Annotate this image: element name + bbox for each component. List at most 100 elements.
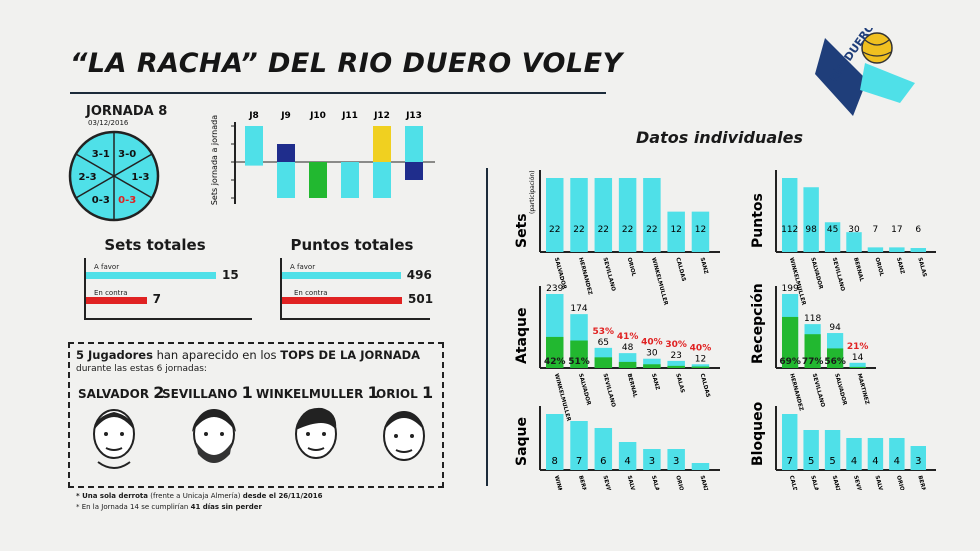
sets-contra-bar — [86, 297, 147, 304]
bar — [824, 430, 841, 470]
bar-value: 4 — [872, 456, 878, 467]
results-pie: 3-0 1-3 0-3 0-3 2-3 3-1 — [68, 130, 160, 222]
footnote-1: * Una sola derrota (frente a Unicaja Alm… — [76, 492, 323, 500]
bar-value: 8 — [552, 456, 558, 467]
player-portrait — [383, 411, 425, 461]
bar-value: 5 — [808, 456, 814, 467]
bar-value: 4 — [624, 456, 630, 467]
individual-charts: Sets(participación) 22 SALVADOR 22 HERNANDEZ… — [514, 170, 936, 490]
bar-value: 12 — [670, 225, 681, 235]
puntos-contra-value: 501 — [408, 292, 434, 306]
top-player-name: SALVADOR 2 — [78, 383, 165, 402]
bar — [846, 232, 862, 252]
puntos-totales-axis-y — [280, 258, 282, 320]
bar — [910, 248, 926, 252]
top-player-name: SEVILLANO 1 — [162, 383, 253, 402]
tops-heading-tops: TOPS DE LA JORNADA — [280, 348, 421, 362]
bar-percentage: 53% — [593, 327, 615, 337]
bar-value: 65 — [598, 338, 609, 348]
bar-value: 30 — [848, 225, 860, 235]
bar-value: 118 — [804, 314, 821, 324]
puntos-totales-axis-x — [280, 318, 430, 320]
bar-value: 94 — [829, 323, 841, 333]
mini-bar — [277, 162, 295, 198]
bar-value: 4 — [851, 456, 857, 467]
bar-efficiency — [804, 334, 821, 368]
bar — [594, 178, 613, 252]
bar-category-label: SANZ — [699, 257, 709, 275]
bar — [691, 463, 710, 470]
bar — [594, 428, 613, 470]
bar-category-label: ORIOL — [674, 475, 685, 490]
mini-bar — [245, 126, 263, 162]
bar-category-label: SANZ — [895, 257, 905, 275]
bar-category-label: ORIOL — [873, 257, 884, 278]
bar-percentage: 40% — [641, 338, 663, 348]
puntos-contra-label: En contra — [294, 289, 328, 297]
individual-panel: Ataque23942%WINKELMULLER17451%SALVADOR65… — [514, 284, 720, 423]
sets-contra-label: En contra — [94, 289, 128, 297]
bar-value: 199 — [782, 284, 799, 294]
sets-favor-bar — [86, 272, 216, 279]
mini-bar — [341, 162, 359, 198]
bar-efficiency — [849, 366, 866, 368]
individual-panel: Puntos 112WINKELMULLER98SALVADOR45SEVILLA… — [750, 170, 936, 307]
bar-category-label: SALVADOR — [809, 257, 823, 291]
bar-efficiency — [618, 361, 637, 368]
bar-category-label: CALDAS — [674, 257, 686, 282]
bar-efficiency — [691, 366, 710, 368]
puntos-favor-bar — [282, 272, 401, 279]
pie-slice-label: 0-3 — [92, 195, 110, 206]
bar-category-label: SEVILLANO — [852, 475, 867, 490]
bar-value: 6 — [915, 225, 921, 235]
tops-heading-middle: han aparecido en los — [152, 348, 281, 362]
bar-percentage: 40% — [690, 343, 712, 353]
panel-title: Puntos — [750, 193, 766, 248]
bar-value: 112 — [781, 225, 798, 235]
pie-slice-label: 3-0 — [118, 149, 136, 160]
mini-category-label: J12 — [373, 111, 390, 121]
bar — [803, 187, 819, 252]
tops-heading-count: 5 Jugadores — [76, 348, 153, 362]
player-portrait — [192, 409, 236, 463]
bar-value: 7 — [787, 456, 793, 467]
bar — [546, 178, 564, 252]
panel-title: Saque — [514, 417, 530, 466]
bar-category-label: BERNAL — [852, 257, 864, 283]
sets-favor-value: 15 — [222, 268, 239, 282]
bar-percentage: 41% — [617, 332, 639, 342]
bar-value: 22 — [646, 225, 657, 235]
bar-category-label: SALAS — [674, 373, 685, 394]
bar-category-label: ORIOL — [895, 475, 906, 490]
bar — [867, 438, 884, 470]
tops-box — [68, 342, 444, 488]
puntos-favor-label: A favor — [290, 263, 316, 271]
pie-divider — [75, 153, 115, 177]
puntos-favor-value: 496 — [406, 268, 432, 282]
bar — [803, 430, 819, 470]
bar-value: 12 — [695, 225, 706, 235]
bar-category-label: SALVADOR — [577, 373, 591, 407]
sets-totales-axis-y — [84, 258, 86, 320]
bar — [643, 358, 661, 368]
bar-category-label: SALVADOR — [833, 373, 847, 407]
bar — [691, 364, 710, 368]
bar-efficiency — [570, 340, 588, 368]
individual-panel: Sets(participación)22SALVADOR22HERNANDEZ… — [514, 170, 720, 307]
bar-category-label: BERNAL — [626, 373, 638, 399]
bar — [667, 449, 685, 470]
bar-category-label: SEVILLANO — [601, 475, 616, 490]
player-portrait — [93, 409, 135, 469]
bar-category-label: SANZ — [650, 373, 660, 391]
bar-category-label: WINKELMULLER — [650, 257, 669, 307]
jornada-date: 03/12/2016 — [88, 119, 129, 127]
bar-category-label: BERNAL — [916, 475, 928, 490]
panel-title: Sets — [514, 213, 530, 248]
bar — [867, 247, 884, 252]
mini-bar — [405, 162, 423, 180]
bar-percentage: 42% — [544, 357, 566, 367]
title-underline — [70, 92, 606, 94]
bar — [910, 446, 926, 470]
individual-panel: Saque 8 WINKELMULLER 7 BERNAL 6 SEVILLANO 4 SALV… — [514, 406, 720, 490]
sets-per-jornada-chart: Sets jornada a jornada J8 J9 J10 J11 J12 J13 — [210, 111, 435, 205]
